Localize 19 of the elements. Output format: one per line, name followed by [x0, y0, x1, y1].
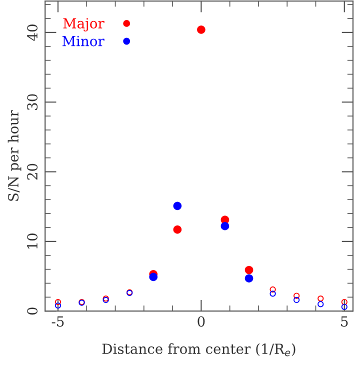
- y-axis-title: S/N per hour: [8, 110, 22, 201]
- point: [149, 272, 158, 282]
- point: [173, 225, 182, 234]
- point: [197, 25, 206, 34]
- point: [220, 222, 230, 230]
- y-tick-label: 30: [27, 94, 38, 110]
- y-tick-label: 40: [27, 24, 38, 41]
- y-tick-label: 10: [27, 234, 38, 249]
- x-tick-label: -5: [52, 316, 64, 327]
- y-tick-label: 20: [27, 164, 38, 180]
- x-axis-title: Distance from center (1/R$_{e}$): [102, 343, 296, 356]
- point: [244, 266, 254, 274]
- y-tick-label: 0: [27, 308, 38, 315]
- point: [244, 274, 254, 283]
- point: [173, 202, 182, 210]
- legend-label: Major: [63, 18, 104, 32]
- x-tick-label: 0: [198, 316, 205, 327]
- x-tick-label: 5: [341, 316, 348, 327]
- legend-label: Minor: [62, 36, 104, 46]
